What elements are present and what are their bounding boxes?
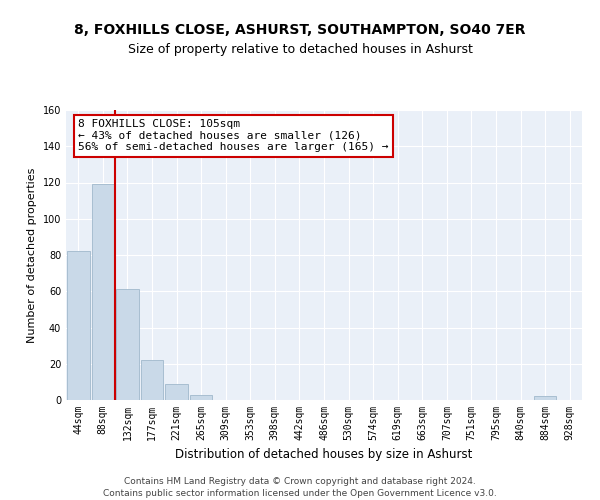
Bar [140,360,163,400]
Text: 8 FOXHILLS CLOSE: 105sqm
← 43% of detached houses are smaller (126)
56% of semi-: 8 FOXHILLS CLOSE: 105sqm ← 43% of detach… [78,119,389,152]
Text: 8, FOXHILLS CLOSE, ASHURST, SOUTHAMPTON, SO40 7ER: 8, FOXHILLS CLOSE, ASHURST, SOUTHAMPTON,… [74,22,526,36]
Text: Size of property relative to detached houses in Ashurst: Size of property relative to detached ho… [128,42,472,56]
Bar [92,184,114,400]
Bar [116,290,139,400]
Text: Contains HM Land Registry data © Crown copyright and database right 2024.
Contai: Contains HM Land Registry data © Crown c… [103,476,497,498]
X-axis label: Distribution of detached houses by size in Ashurst: Distribution of detached houses by size … [175,448,473,462]
Bar [165,384,188,400]
Y-axis label: Number of detached properties: Number of detached properties [27,168,37,342]
Bar [190,394,212,400]
Bar [67,252,89,400]
Bar [534,396,556,400]
